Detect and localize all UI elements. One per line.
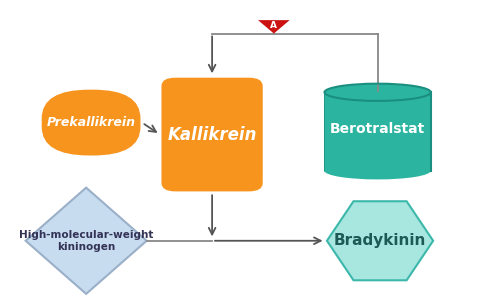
Text: Kallikrein: Kallikrein	[168, 126, 257, 143]
Polygon shape	[26, 188, 146, 294]
Text: Berotralstat: Berotralstat	[330, 122, 425, 136]
Polygon shape	[258, 20, 290, 34]
Text: Prekallikrein: Prekallikrein	[46, 116, 136, 129]
FancyBboxPatch shape	[162, 78, 262, 191]
Polygon shape	[327, 201, 433, 280]
Text: Bradykinin: Bradykinin	[334, 233, 426, 248]
Bar	[324, 92, 430, 171]
FancyBboxPatch shape	[42, 90, 140, 156]
Text: High-molecular-weight
kininogen: High-molecular-weight kininogen	[19, 230, 154, 252]
Ellipse shape	[324, 84, 430, 101]
Ellipse shape	[324, 162, 430, 179]
Text: A: A	[270, 21, 278, 31]
